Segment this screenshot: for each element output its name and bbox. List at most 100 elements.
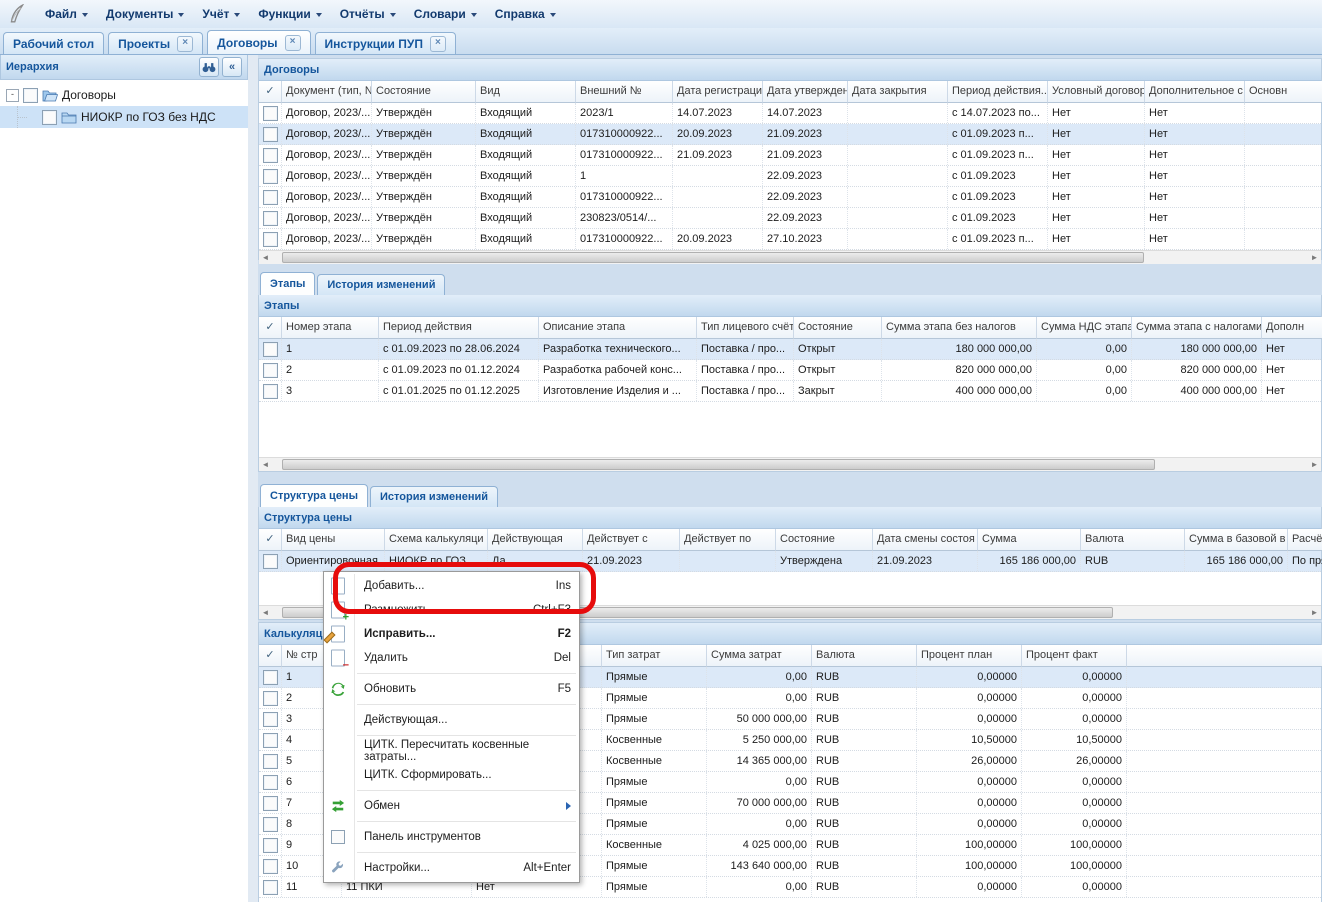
table-row[interactable]: Договор, 2023/... Утверждён Входящий 017310…: [259, 229, 1321, 250]
column-header-Дата закрытия[interactable]: Дата закрытия: [848, 81, 948, 103]
column-header-Валюта[interactable]: Валюта: [1081, 529, 1185, 551]
row-checkbox[interactable]: [262, 341, 278, 357]
menu-item-16[interactable]: Настройки... Alt+Enter: [324, 856, 579, 880]
column-header-Дополн[interactable]: Дополн: [1262, 317, 1322, 339]
column-header-Сумма НДС этапа[interactable]: Сумма НДС этапа: [1037, 317, 1132, 339]
table-row[interactable]: Договор, 2023/... Утверждён Входящий 230823…: [259, 208, 1321, 229]
scroll-left-icon[interactable]: ◄: [259, 606, 272, 619]
scroll-left-icon[interactable]: ◄: [259, 251, 272, 264]
menu-item-1[interactable]: + Размножить... Ctrl+F3: [324, 598, 579, 623]
row-checkbox[interactable]: [262, 795, 278, 811]
row-checkbox[interactable]: [262, 147, 278, 163]
subtab-stages-0[interactable]: Этапы: [260, 272, 316, 295]
menu-item-3[interactable]: − Удалить Del: [324, 646, 579, 671]
column-header-Состояние[interactable]: Состояние: [372, 81, 476, 103]
scroll-thumb[interactable]: [282, 459, 1155, 470]
scroll-right-icon[interactable]: ►: [1308, 606, 1321, 619]
column-header-blank[interactable]: [1127, 645, 1322, 667]
row-checkbox[interactable]: [262, 879, 278, 895]
close-icon[interactable]: ×: [284, 34, 301, 51]
scroll-track[interactable]: [272, 606, 1308, 619]
column-header-Дата регистрации.[interactable]: Дата регистрации.: [673, 81, 763, 103]
stages-hscrollbar[interactable]: ◄ ►: [259, 457, 1321, 471]
column-header-✓[interactable]: ✓: [259, 645, 282, 667]
close-icon[interactable]: ×: [177, 35, 194, 52]
column-header-✓[interactable]: ✓: [259, 529, 282, 551]
row-checkbox[interactable]: [262, 105, 278, 121]
scroll-track[interactable]: [272, 458, 1308, 471]
column-header-Номер этапа[interactable]: Номер этапа: [282, 317, 379, 339]
row-checkbox[interactable]: [262, 383, 278, 399]
column-header-Основн[interactable]: Основн: [1245, 81, 1322, 103]
column-header-Дополнительное с[interactable]: Дополнительное с: [1145, 81, 1245, 103]
tree-node-0[interactable]: - Договоры: [0, 84, 248, 106]
collapse-node-icon[interactable]: -: [6, 88, 19, 102]
column-header-Дата смены состоя[interactable]: Дата смены состоя: [873, 529, 978, 551]
column-header-Состояние[interactable]: Состояние: [776, 529, 873, 551]
row-checkbox[interactable]: [262, 669, 278, 685]
menu-item-0[interactable]: Добавить... Ins: [324, 574, 579, 598]
column-header-Состояние[interactable]: Состояние: [794, 317, 882, 339]
column-header-Тип затрат[interactable]: Тип затрат: [602, 645, 707, 667]
row-checkbox[interactable]: [262, 753, 278, 769]
column-header-Вид цены[interactable]: Вид цены: [282, 529, 385, 551]
table-row[interactable]: Договор, 2023/... Утверждён Входящий 017310…: [259, 187, 1321, 208]
menu-item-2[interactable]: Исправить... F2: [323, 622, 579, 646]
menubar-item-0[interactable]: Файл: [36, 3, 97, 25]
row-checkbox[interactable]: [262, 711, 278, 727]
row-checkbox[interactable]: [262, 362, 278, 378]
column-header-Действует по[interactable]: Действует по: [680, 529, 776, 551]
search-icon[interactable]: [199, 57, 219, 77]
column-header-Сумма этапа с налогами[interactable]: Сумма этапа с налогами: [1132, 317, 1262, 339]
row-checkbox[interactable]: [262, 553, 278, 569]
row-checkbox[interactable]: [262, 189, 278, 205]
menubar-item-5[interactable]: Словари: [405, 3, 486, 25]
node-checkbox[interactable]: [42, 109, 57, 125]
column-header-Период действия[interactable]: Период действия: [379, 317, 539, 339]
tab-2[interactable]: Договоры ×: [207, 30, 311, 54]
row-checkbox[interactable]: [262, 126, 278, 142]
subtab-price-0[interactable]: Структура цены: [260, 484, 368, 507]
column-header-Сумма в базовой в[interactable]: Сумма в базовой в: [1185, 529, 1288, 551]
row-checkbox[interactable]: [262, 168, 278, 184]
menubar-item-1[interactable]: Документы: [97, 3, 193, 25]
menubar-item-2[interactable]: Учёт: [193, 3, 249, 25]
node-checkbox[interactable]: [23, 87, 38, 103]
column-header-Период действия..[interactable]: Период действия..: [948, 81, 1048, 103]
close-icon[interactable]: ×: [429, 35, 446, 52]
column-header-Условный договор[interactable]: Условный договор: [1048, 81, 1145, 103]
collapse-panel-icon[interactable]: «: [222, 57, 242, 77]
tree-node-1[interactable]: НИОКР по ГОЗ без НДС: [0, 106, 248, 128]
column-header-Процент план[interactable]: Процент план: [917, 645, 1022, 667]
contracts-hscrollbar[interactable]: ◄ ►: [259, 250, 1321, 264]
table-row[interactable]: Договор, 2023/... Утверждён Входящий 017310…: [259, 124, 1321, 145]
scroll-right-icon[interactable]: ►: [1308, 458, 1321, 471]
menubar-item-4[interactable]: Отчёты: [331, 3, 405, 25]
column-header-Валюта[interactable]: Валюта: [812, 645, 917, 667]
scroll-left-icon[interactable]: ◄: [259, 458, 272, 471]
column-header-Дата утверждения[interactable]: Дата утверждения: [763, 81, 848, 103]
column-header-Внешний №[interactable]: Внешний №: [576, 81, 673, 103]
subtab-price-1[interactable]: История изменений: [369, 486, 499, 507]
row-checkbox[interactable]: [262, 837, 278, 853]
table-row[interactable]: Договор, 2023/... Утверждён Входящий 017310…: [259, 145, 1321, 166]
tab-1[interactable]: Проекты ×: [108, 32, 204, 54]
menu-item-14[interactable]: Панель инструментов: [324, 825, 579, 849]
row-checkbox[interactable]: [262, 774, 278, 790]
row-checkbox[interactable]: [262, 732, 278, 748]
column-header-Расчёт[interactable]: Расчёт: [1288, 529, 1322, 551]
column-header-Описание этапа[interactable]: Описание этапа: [539, 317, 697, 339]
subtab-stages-1[interactable]: История изменений: [317, 274, 446, 295]
column-header-Действующая[interactable]: Действующая: [488, 529, 583, 551]
column-header-✓[interactable]: ✓: [259, 317, 282, 339]
menubar-item-6[interactable]: Справка: [486, 3, 565, 25]
column-header-Процент факт[interactable]: Процент факт: [1022, 645, 1127, 667]
menu-item-5[interactable]: Обновить F5: [324, 677, 579, 701]
column-header-Сумма затрат[interactable]: Сумма затрат: [707, 645, 812, 667]
column-header-✓[interactable]: ✓: [259, 81, 282, 103]
column-header-Сумма этапа без налогов[interactable]: Сумма этапа без налогов: [882, 317, 1037, 339]
scroll-track[interactable]: [272, 251, 1308, 264]
